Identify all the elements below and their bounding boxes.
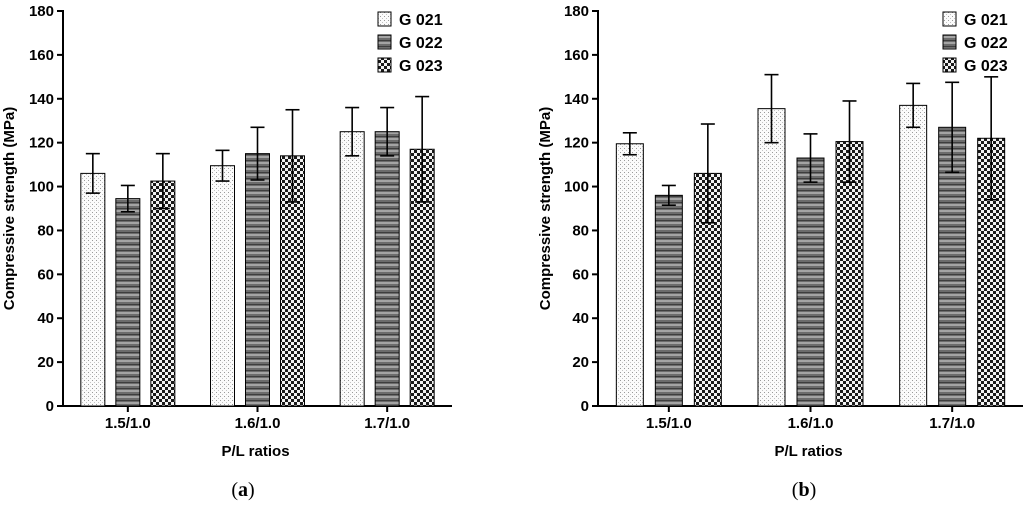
error-bar xyxy=(803,133,818,183)
legend: G 021 G 022 G 023 xyxy=(377,11,443,75)
bar-g023-1 xyxy=(150,180,176,407)
x-axis-title: P/L ratios xyxy=(221,443,289,460)
error-bar xyxy=(250,126,265,181)
chart-panel-a: 0 20 40 60 80 100 120 140 160 180 Compressive stre… xyxy=(1,3,452,501)
y-tick-label: 140 xyxy=(29,91,54,108)
legend-label-g021: G 021 xyxy=(964,12,1008,29)
bar-g022-1 xyxy=(654,194,683,407)
y-tick-label: 0 xyxy=(581,398,589,415)
legend-swatch-g022 xyxy=(377,34,392,50)
y-tick-label: 80 xyxy=(572,222,589,239)
error-bar xyxy=(85,152,100,194)
y-tick-label: 40 xyxy=(37,310,54,327)
error-bar xyxy=(661,184,676,207)
legend-label-g022: G 022 xyxy=(399,35,443,52)
legend-label-g021: G 021 xyxy=(399,12,443,29)
bar-g021-3 xyxy=(339,131,365,407)
y-tick-label: 20 xyxy=(572,354,589,371)
bar-g022-1 xyxy=(115,198,141,407)
y-tick-label: 180 xyxy=(564,3,589,20)
bar-g021-2 xyxy=(757,108,786,407)
bar-g022-3 xyxy=(374,131,400,407)
panel-letter: b xyxy=(798,479,809,501)
y-tick-label: 60 xyxy=(572,266,589,283)
error-bar xyxy=(700,123,715,224)
y-tick-label: 60 xyxy=(37,266,54,283)
y-tick-label: 40 xyxy=(572,310,589,327)
error-bar xyxy=(120,184,135,213)
error-bar xyxy=(380,106,395,157)
legend-swatch-g022 xyxy=(942,34,957,50)
bar-g021-1 xyxy=(615,143,644,407)
y-axis-title: Compressive strength (MPa) xyxy=(537,107,554,310)
x-tick-label: 1.7/1.0 xyxy=(364,415,410,432)
error-bar xyxy=(215,149,230,182)
legend-label-g023: G 023 xyxy=(964,58,1008,75)
legend-swatch-g023 xyxy=(377,57,392,73)
error-bar xyxy=(622,131,637,156)
y-tick-label: 20 xyxy=(37,354,54,371)
y-tick-label: 180 xyxy=(29,3,54,20)
bar-g023-2 xyxy=(835,141,864,407)
error-bar xyxy=(906,82,921,129)
error-bar xyxy=(764,73,779,144)
y-tick-label: 120 xyxy=(564,135,589,152)
error-bar xyxy=(345,106,360,157)
chart-panel-b: 0 20 40 60 80 100 120 140 160 180 Compressive stre… xyxy=(537,3,1023,501)
error-bar xyxy=(984,76,999,201)
y-tick-label: 160 xyxy=(29,47,54,64)
legend: G 021 G 022 G 023 xyxy=(942,11,1008,75)
panel-label: (a) xyxy=(231,479,254,501)
y-tick-label: 140 xyxy=(564,91,589,108)
y-tick-label: 80 xyxy=(37,222,54,239)
legend-label-g022: G 022 xyxy=(964,35,1008,52)
y-axis-title: Compressive strength (MPa) xyxy=(1,107,18,310)
x-tick-label: 1.5/1.0 xyxy=(646,415,692,432)
error-bar xyxy=(945,81,960,174)
y-tick-label: 100 xyxy=(29,179,54,196)
y-tick-label: 0 xyxy=(46,398,54,415)
error-bar xyxy=(842,100,857,183)
error-bar xyxy=(415,95,430,203)
y-tick-label: 160 xyxy=(564,47,589,64)
bar-g021-2 xyxy=(210,165,235,407)
legend-label-g023: G 023 xyxy=(399,58,443,75)
legend-swatch-g023 xyxy=(942,57,957,73)
bar-g021-3 xyxy=(899,104,928,407)
bar-g022-3 xyxy=(938,126,967,407)
error-bar xyxy=(285,108,300,203)
panel-letter: a xyxy=(238,479,248,501)
x-tick-label: 1.7/1.0 xyxy=(929,415,975,432)
bar-g021-1 xyxy=(80,172,106,407)
x-tick-label: 1.6/1.0 xyxy=(235,415,281,432)
error-bar xyxy=(155,152,170,210)
bar-g022-2 xyxy=(245,153,270,407)
legend-swatch-g021 xyxy=(942,11,957,27)
legend-swatch-g021 xyxy=(377,11,392,27)
panel-label: (b) xyxy=(792,479,816,501)
x-axis-title: P/L ratios xyxy=(774,443,842,460)
y-tick-label: 100 xyxy=(564,179,589,196)
x-tick-label: 1.5/1.0 xyxy=(105,415,151,432)
y-tick-label: 120 xyxy=(29,135,54,152)
bar-g022-2 xyxy=(796,157,825,407)
x-tick-label: 1.6/1.0 xyxy=(788,415,834,432)
